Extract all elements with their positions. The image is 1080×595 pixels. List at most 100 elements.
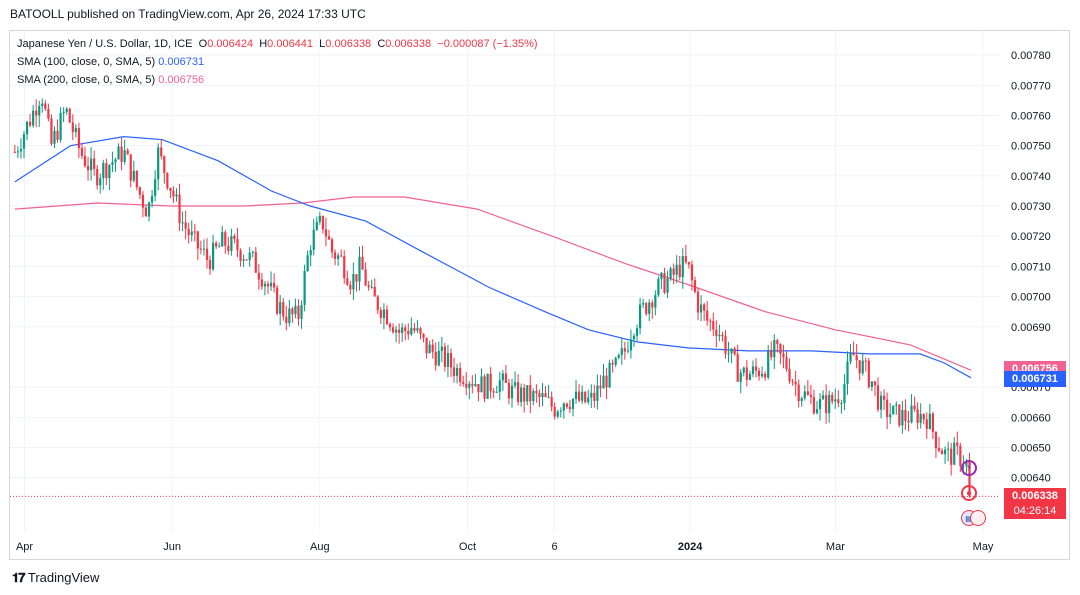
candle-body	[230, 235, 233, 251]
y-tick-label: 0.00650	[1011, 442, 1051, 454]
candle-body	[65, 108, 68, 113]
candle-body	[956, 442, 959, 446]
candle-body	[303, 271, 306, 305]
grid	[10, 31, 1000, 532]
candle-body	[693, 280, 697, 292]
candle-body	[825, 395, 828, 414]
tradingview-logo-icon[interactable]: 𝟏𝟕	[12, 570, 26, 585]
candle-body	[175, 194, 178, 197]
candle-body	[831, 394, 834, 402]
candle-body	[74, 128, 77, 133]
candle-body	[419, 328, 422, 334]
low-label: L	[319, 38, 326, 50]
candle-body	[745, 367, 748, 380]
candle-body	[492, 391, 495, 393]
candle-body	[355, 274, 358, 282]
y-tick-label: 0.00760	[1011, 111, 1051, 123]
candle-body	[870, 381, 873, 387]
sma100-legend-row[interactable]: SMA (100, close, 0, SMA, 5) 0.006731	[17, 53, 538, 71]
candle-body	[840, 403, 843, 405]
close-value: 0.006338	[385, 38, 432, 50]
candle-body	[309, 249, 312, 256]
candle-body	[199, 248, 202, 250]
candle-body	[913, 405, 916, 410]
candle-body	[193, 231, 196, 233]
candle-body	[349, 284, 352, 290]
candle-body	[147, 202, 151, 217]
candle-body	[895, 404, 898, 406]
candle-body	[233, 235, 236, 240]
x-tick-label: Apr	[16, 541, 33, 553]
candle-body	[843, 384, 846, 404]
candle-body	[443, 346, 446, 367]
candle-body	[370, 286, 373, 288]
candle-body	[154, 179, 157, 196]
candle-body	[876, 385, 880, 410]
low-value: 0.006338	[325, 38, 372, 50]
candle-body	[947, 448, 950, 450]
candle-body	[748, 374, 751, 380]
record-icon[interactable]: ●	[961, 485, 977, 501]
candle-body	[596, 385, 599, 401]
candle-body	[83, 155, 87, 167]
candle-body	[340, 255, 343, 257]
candle-body	[538, 393, 541, 398]
lightning-icon[interactable]: ⚡	[961, 460, 977, 476]
candle-body	[376, 296, 379, 311]
candle-body	[321, 215, 324, 230]
symbol-name[interactable]: Japanese Yen / U.S. Dollar, 1D, ICE	[17, 38, 193, 50]
candle-body	[428, 344, 431, 354]
publisher-line: BATOOLL published on TradingView.com, Ap…	[10, 7, 366, 21]
candle-body	[99, 178, 102, 186]
candle-body	[617, 355, 620, 358]
candle-body	[96, 168, 99, 186]
candle-body	[315, 221, 318, 230]
candle-body	[727, 353, 730, 355]
close-label: C	[377, 38, 386, 50]
candle-body	[248, 252, 251, 260]
candle-body	[190, 231, 193, 236]
candle-body	[157, 147, 160, 180]
price-axis[interactable]: 0.006400.006500.006600.006700.006900.007…	[1011, 50, 1051, 485]
candle-body	[413, 327, 416, 331]
candle-body	[568, 407, 572, 409]
candle-body	[13, 151, 16, 153]
candle-body	[760, 373, 764, 377]
sma200-legend-row[interactable]: SMA (200, close, 0, SMA, 5) 0.006756	[17, 71, 538, 89]
candle-body	[373, 286, 376, 297]
candle-body	[56, 130, 59, 140]
candle-body	[465, 383, 468, 388]
candle-body	[666, 278, 669, 293]
y-tick-label: 0.00740	[1011, 171, 1051, 183]
candle-body	[187, 228, 190, 236]
candle-body	[919, 414, 922, 423]
candle-body	[44, 103, 47, 109]
candle-body	[645, 303, 648, 314]
event-badge-icon[interactable]	[970, 510, 986, 526]
candle-body	[861, 360, 864, 374]
x-tick-label: Jun	[163, 541, 181, 553]
candle-body	[818, 399, 822, 410]
x-tick-label: 6	[552, 541, 558, 553]
candle-body	[565, 403, 568, 408]
candle-body	[931, 413, 934, 432]
time-axis[interactable]: Apr Jun Aug Oct 6 2024 Mar May	[16, 541, 994, 553]
candle-body	[141, 194, 145, 208]
candle-body	[559, 410, 562, 412]
candle-body	[724, 336, 727, 354]
candle-body	[577, 391, 581, 401]
candle-body	[25, 121, 29, 135]
candle-body	[172, 190, 175, 197]
candle-body	[626, 350, 629, 352]
candle-body	[879, 395, 883, 410]
candle-body	[800, 398, 803, 402]
candle-body	[709, 320, 712, 322]
candle-body	[562, 403, 565, 411]
candle-body	[279, 302, 282, 314]
candle-body	[282, 302, 285, 317]
candle-body	[699, 304, 703, 313]
brand-name[interactable]: TradingView	[27, 570, 100, 585]
candle-body	[343, 256, 346, 279]
sma100-label: SMA (100, close, 0, SMA, 5)	[17, 56, 156, 68]
